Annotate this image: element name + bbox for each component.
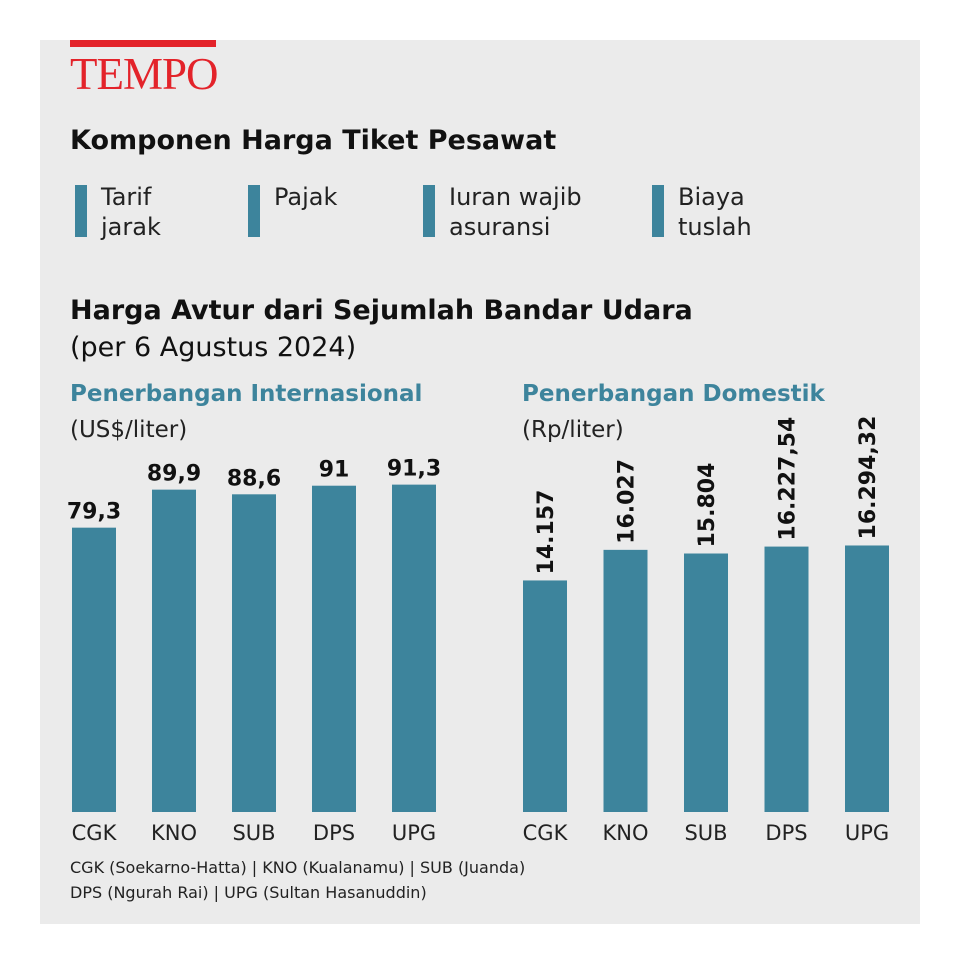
- legend-swatch: [652, 185, 664, 237]
- domestic-category-label-cgk: CGK: [523, 821, 569, 845]
- domestic-value-label-kno: 16.027: [615, 459, 640, 544]
- international-chart-title: Penerbangan Internasional: [70, 381, 423, 407]
- domestic-value-label-cgk: 14.157: [534, 490, 559, 575]
- legend-swatch: [248, 185, 260, 237]
- legend-label: Tarif jarak: [101, 183, 161, 241]
- legend-label: Biaya tuslah: [678, 183, 752, 241]
- legend-label: Pajak: [274, 183, 338, 211]
- domestic-bar-sub: [684, 553, 728, 812]
- domestic-value-label-dps: 16.227,54: [776, 417, 801, 541]
- international-value-label-upg: 91,3: [387, 457, 441, 482]
- domestic-chart-title: Penerbangan Domestik: [522, 381, 825, 407]
- domestic-bar-upg: [845, 545, 889, 812]
- domestic-category-label-kno: KNO: [602, 821, 648, 845]
- international-value-label-cgk: 79,3: [67, 500, 121, 525]
- legend-label: Iuran wajib asuransi: [449, 183, 582, 241]
- tempo-logo: TEMPO: [70, 49, 219, 99]
- international-category-label-sub: SUB: [232, 821, 275, 845]
- international-bar-kno: [152, 489, 196, 812]
- international-category-label-cgk: CGK: [72, 821, 118, 845]
- legend-swatch: [75, 185, 87, 237]
- domestic-category-label-sub: SUB: [684, 821, 727, 845]
- avtur-subtitle: (per 6 Agustus 2024): [70, 332, 357, 363]
- international-bar-cgk: [72, 527, 116, 812]
- international-value-label-kno: 89,9: [147, 462, 201, 487]
- international-bar-sub: [232, 494, 276, 812]
- legend-swatch: [423, 185, 435, 237]
- domestic-bar-kno: [603, 549, 648, 812]
- logo-bar: [70, 40, 216, 47]
- international-chart-unit: (US$/liter): [70, 417, 188, 443]
- international-bar-dps: [312, 485, 356, 812]
- domestic-category-label-dps: DPS: [765, 821, 807, 845]
- domestic-value-label-sub: 15.804: [695, 463, 720, 548]
- international-category-label-upg: UPG: [392, 821, 436, 845]
- international-bar-upg: [392, 484, 436, 812]
- domestic-bar-cgk: [523, 580, 567, 812]
- airport-legend-line-1: CGK (Soekarno-Hatta) | KNO (Kualanamu) |…: [70, 858, 526, 877]
- international-value-label-dps: 91: [319, 458, 350, 483]
- international-category-label-dps: DPS: [313, 821, 355, 845]
- international-value-label-sub: 88,6: [227, 466, 281, 491]
- domestic-chart-unit: (Rp/liter): [522, 417, 624, 443]
- components-title: Komponen Harga Tiket Pesawat: [70, 125, 557, 156]
- domestic-category-label-upg: UPG: [845, 821, 889, 845]
- international-category-label-kno: KNO: [151, 821, 197, 845]
- domestic-bar-dps: [764, 546, 809, 812]
- domestic-value-label-upg: 16.294,32: [856, 416, 881, 540]
- avtur-title: Harga Avtur dari Sejumlah Bandar Udara: [70, 295, 693, 326]
- airport-legend-line-2: DPS (Ngurah Rai) | UPG (Sultan Hasanuddi…: [70, 883, 427, 902]
